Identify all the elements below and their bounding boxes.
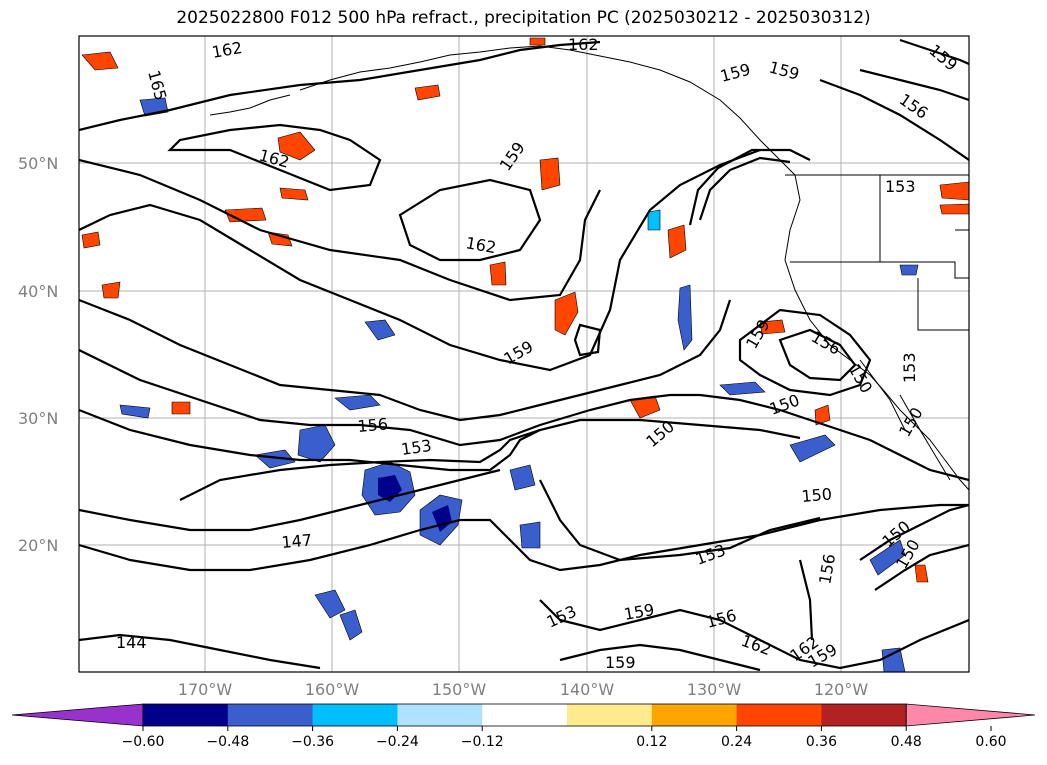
colorbar-tick-label: −0.24 <box>376 734 419 750</box>
colorbar-segment <box>397 704 483 726</box>
contour-label: 153 <box>885 177 916 196</box>
colorbar-segment <box>227 704 314 726</box>
colorbar-segment <box>736 704 822 726</box>
map-frame <box>78 35 970 673</box>
colorbar-tick-label: 0.24 <box>721 734 752 750</box>
lon-label: 140°W <box>560 680 615 699</box>
colorbar-tick-label: 0.12 <box>636 734 667 750</box>
colorbar-segment <box>651 704 738 726</box>
colorbar-tick-label: −0.12 <box>461 734 504 750</box>
contour-label: 150 <box>801 484 833 506</box>
latitude-labels: 50°N 40°N 30°N 20°N <box>18 154 58 555</box>
lat-label: 40°N <box>18 282 58 301</box>
colorbar-segment <box>482 704 568 726</box>
lat-label: 20°N <box>18 536 58 555</box>
precip-positive-areas <box>81 37 969 583</box>
map-title: 2025022800 F012 500 hPa refract., precip… <box>176 8 871 28</box>
colorbar-tick-label: 0.36 <box>806 734 837 750</box>
colorbar-tick-label: −0.36 <box>291 734 334 750</box>
colorbar-segment <box>143 704 229 726</box>
contour-label: 153 <box>900 352 919 383</box>
refractivity-contours <box>79 38 969 672</box>
contour-label: 159 <box>605 653 636 672</box>
colorbar-extend-min <box>11 703 144 727</box>
colorbar-segment <box>821 704 907 726</box>
contour-label: 144 <box>116 633 147 652</box>
lon-label: 170°W <box>178 680 233 699</box>
lat-label: 50°N <box>18 154 58 173</box>
contour-label: 162 <box>568 35 599 54</box>
map-panel: 162 165 162 162 159 162 159 159 156 153 … <box>78 35 970 673</box>
colorbar-tick-label: 0.48 <box>891 734 922 750</box>
contour-label: 153 <box>400 436 433 459</box>
colorbar-tick-label: −0.60 <box>122 734 165 750</box>
colorbar: −0.60 −0.48 −0.36 −0.24 −0.12 0.12 0.24 0.36 0.4… <box>11 703 1036 750</box>
lat-label: 30°N <box>18 409 58 428</box>
colorbar-segment <box>312 704 398 726</box>
contour-label: 156 <box>357 414 389 436</box>
longitude-labels: 170°W 160°W 150°W 140°W 130°W 120°W <box>178 680 869 699</box>
colorbar-tick-label: 0.60 <box>975 734 1006 750</box>
lon-label: 130°W <box>687 680 742 699</box>
contour-label: 147 <box>281 530 313 552</box>
lon-label: 160°W <box>305 680 360 699</box>
colorbar-extend-max <box>905 703 1036 727</box>
lon-label: 120°W <box>814 680 869 699</box>
colorbar-border <box>142 703 907 727</box>
colorbar-segment <box>567 704 653 726</box>
lon-label: 150°W <box>432 680 487 699</box>
colorbar-tick-label: −0.48 <box>206 734 249 750</box>
